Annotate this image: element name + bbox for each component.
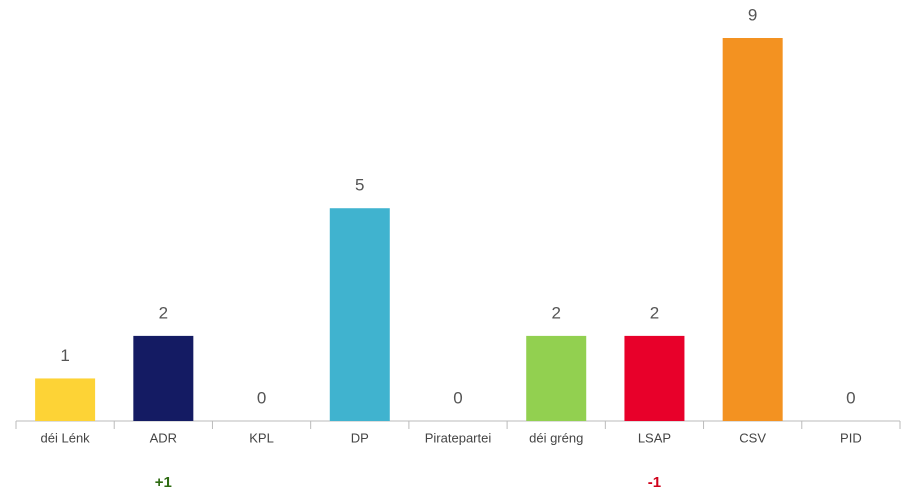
seat-change: -1	[648, 474, 661, 491]
value-label: 2	[650, 303, 659, 322]
x-tick-label: Piratepartei	[425, 430, 492, 445]
bar	[624, 335, 685, 421]
value-label: 0	[846, 388, 855, 407]
value-label: 5	[355, 176, 364, 195]
x-tick-label: ADR	[150, 430, 177, 445]
x-tick-label: KPL	[249, 430, 274, 445]
value-label: 2	[159, 303, 168, 322]
x-tick-label: DP	[351, 430, 369, 445]
x-tick-label: déi Lénk	[41, 430, 91, 445]
value-label: 0	[453, 388, 462, 407]
bar	[329, 208, 390, 421]
bar	[35, 378, 96, 421]
x-tick-label: CSV	[739, 430, 766, 445]
value-label: 9	[748, 5, 757, 24]
x-tick-label: LSAP	[638, 430, 671, 445]
seat-change: +1	[155, 474, 172, 491]
value-label: 1	[60, 346, 69, 365]
value-label: 0	[257, 388, 266, 407]
bar	[133, 335, 194, 421]
x-tick-label: déi gréng	[529, 430, 583, 445]
x-tick-label: PID	[840, 430, 862, 445]
value-label: 2	[551, 303, 560, 322]
bar	[526, 335, 587, 421]
bar	[722, 38, 783, 421]
